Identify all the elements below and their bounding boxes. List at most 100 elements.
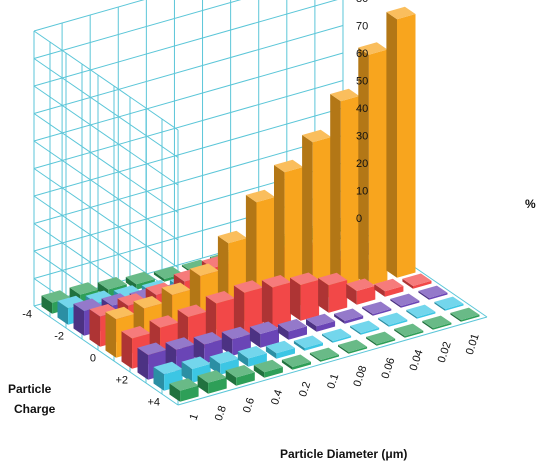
bar-side-face — [205, 296, 217, 345]
bar-side-face — [57, 301, 69, 325]
bar-front-face — [416, 311, 436, 319]
bar-front-face — [236, 372, 255, 386]
bar-side-face — [366, 336, 377, 346]
bar — [281, 354, 311, 370]
bar-side-face — [394, 328, 405, 338]
bar — [362, 301, 392, 316]
bar — [302, 129, 332, 302]
bar-front-face — [284, 167, 304, 310]
bar-front-face — [429, 292, 448, 300]
bar-front-face — [180, 385, 199, 402]
bar-top-face — [225, 365, 255, 378]
grid-walls — [33, 0, 488, 406]
bar-top-face — [378, 312, 408, 326]
bar-side-face — [137, 347, 149, 380]
grid-line — [33, 52, 344, 142]
bar-top-face — [362, 301, 392, 315]
grid-line — [33, 168, 179, 268]
x-tick-label: 0.01 — [464, 332, 482, 356]
bar-side-face — [330, 94, 341, 294]
bar — [318, 272, 348, 313]
bar — [418, 285, 448, 300]
bar-front-face — [400, 300, 420, 308]
bar — [261, 275, 291, 329]
bar-top-face — [358, 42, 388, 55]
bar-side-face — [306, 319, 317, 332]
bar — [350, 320, 380, 335]
bar-top-face — [330, 88, 360, 102]
bar-side-face — [350, 325, 361, 335]
bar — [249, 321, 279, 348]
bar-side-face — [237, 351, 249, 367]
bar — [334, 308, 364, 324]
bar-side-face — [153, 271, 165, 282]
bar-front-face — [304, 342, 323, 351]
grid-line — [33, 107, 344, 197]
z-tick-label: 0 — [356, 213, 362, 225]
bar-side-face — [450, 312, 461, 322]
bar-front-face — [288, 326, 307, 340]
bar-side-face — [422, 320, 433, 330]
bar-side-face — [346, 283, 357, 305]
bar-top-face — [101, 293, 131, 306]
bar-side-face — [253, 365, 265, 378]
bar — [330, 88, 360, 294]
bar-side-face — [390, 298, 401, 308]
bar-front-face — [300, 279, 320, 321]
bar — [309, 347, 339, 362]
bar-side-face — [197, 375, 209, 394]
bar-side-face — [221, 332, 233, 356]
bar-side-face — [281, 359, 293, 370]
bar-side-face — [309, 352, 321, 362]
x-tick-label: 1 — [188, 412, 201, 422]
grid-line — [33, 113, 179, 213]
bar-top-face — [334, 308, 364, 321]
bar-top-face — [89, 304, 119, 317]
bar — [338, 339, 368, 354]
bar-top-face — [221, 326, 251, 340]
grid-line — [33, 305, 179, 406]
grid-line — [33, 80, 344, 169]
bar — [265, 340, 295, 359]
grid-line — [33, 0, 338, 87]
bar — [422, 315, 452, 330]
bar — [346, 278, 376, 305]
bar-front-face — [368, 49, 388, 286]
charge-tick-label: -4 — [22, 309, 32, 321]
grid-line — [177, 316, 488, 406]
bar-front-face — [328, 280, 348, 313]
bar-front-face — [248, 353, 267, 367]
bar-side-face — [318, 278, 329, 313]
bar-front-face — [272, 282, 291, 329]
bar — [253, 359, 283, 378]
z-tick-label: 60 — [356, 48, 368, 60]
bar-top-face — [121, 326, 151, 339]
bar-side-face — [153, 367, 165, 391]
bar-top-face — [274, 159, 304, 173]
bar-side-face — [338, 344, 349, 354]
x-tick-label: 0.02 — [436, 340, 454, 364]
bar-top-face — [249, 321, 279, 334]
bar — [402, 273, 432, 289]
bar-top-face — [69, 282, 99, 295]
bar-side-face — [169, 383, 181, 402]
bar-front-face — [461, 314, 480, 322]
grid-line — [33, 0, 242, 59]
bar-top-face — [402, 273, 432, 286]
bar-side-face — [334, 313, 345, 324]
bar-top-face — [422, 315, 452, 329]
bar-front-face — [404, 330, 424, 338]
bar-top-face — [277, 319, 307, 332]
bar-front-face — [388, 319, 408, 327]
y-axis-label-line2: Charge — [14, 402, 56, 416]
bar-top-face — [338, 339, 368, 353]
bar-top-face — [293, 335, 323, 348]
bar-top-face — [149, 315, 179, 328]
bar-front-face — [264, 367, 283, 378]
bar-top-face — [153, 266, 183, 279]
grid-line — [33, 30, 179, 131]
charge-tick-label: 0 — [90, 353, 96, 365]
z-axis-label: % — [525, 197, 536, 211]
bar-top-face — [97, 277, 127, 290]
bar-front-face — [348, 346, 368, 354]
